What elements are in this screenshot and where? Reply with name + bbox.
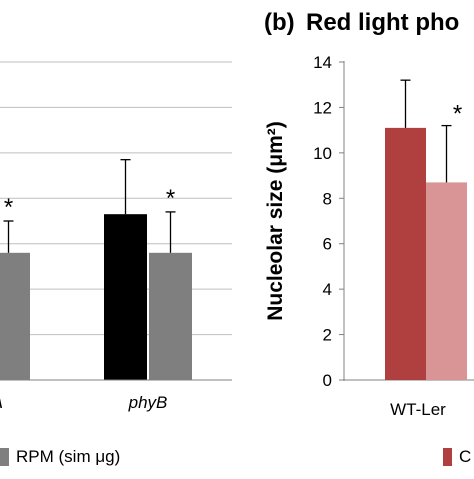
left-bars: * * bbox=[0, 159, 192, 380]
right-y-ticks: 0 2 4 6 8 10 12 14 bbox=[313, 53, 344, 390]
left-significance-star: * bbox=[166, 185, 175, 212]
right-y-tick-label: 4 bbox=[323, 280, 332, 299]
right-panel-label: (b) bbox=[264, 9, 295, 36]
right-y-tick-label: 14 bbox=[313, 53, 332, 72]
right-category-label-wt-ler: WT-Ler bbox=[390, 400, 446, 419]
left-chart-panel: ** A phyB RPM (sim μg) bbox=[0, 61, 232, 466]
right-chart-title: Red light pho bbox=[306, 9, 459, 36]
right-bars: * bbox=[385, 79, 467, 380]
left-bar-7f7f7f bbox=[149, 252, 192, 380]
left-category-label-A: A bbox=[0, 393, 3, 412]
left-legend-swatch bbox=[0, 448, 9, 466]
right-y-tick-label: 10 bbox=[313, 144, 332, 163]
right-y-tick-label: 8 bbox=[323, 189, 332, 208]
left-legend-label: RPM (sim μg) bbox=[16, 447, 120, 466]
right-legend-label: C bbox=[459, 447, 471, 466]
right-significance-star: * bbox=[453, 101, 462, 128]
right-y-tick-label: 0 bbox=[323, 371, 332, 390]
right-bar-2 bbox=[426, 182, 467, 380]
right-y-tick-label: 2 bbox=[323, 326, 332, 345]
right-y-axis-label: Nucleolar size (μm²) bbox=[264, 121, 287, 321]
right-chart-panel: (b) Red light pho Nucleolar size (μm²) 0… bbox=[264, 9, 474, 466]
left-bar-7f7f7f bbox=[0, 252, 30, 380]
right-y-tick-label: 6 bbox=[323, 235, 332, 254]
right-legend-swatch bbox=[443, 448, 452, 466]
right-y-tick-label: 12 bbox=[313, 98, 332, 117]
left-significance-star: * bbox=[4, 194, 13, 221]
left-category-label-phyB: phyB bbox=[128, 393, 168, 412]
left-bar-000000 bbox=[104, 214, 147, 380]
right-bar-1 bbox=[385, 127, 426, 380]
